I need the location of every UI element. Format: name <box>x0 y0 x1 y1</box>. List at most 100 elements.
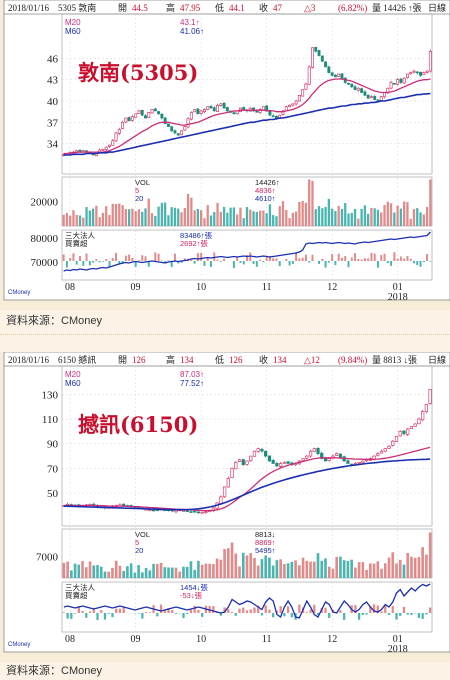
volume-bar <box>155 563 159 578</box>
volume-bar <box>69 215 72 226</box>
header-high: 47.95 <box>180 3 201 13</box>
net-buy-bar <box>324 607 327 613</box>
volume-legend-value: 8813↓ <box>255 530 275 539</box>
volume-bar <box>324 558 327 578</box>
net-buy-bar <box>66 613 69 619</box>
candle-body <box>360 88 364 93</box>
candle-body <box>212 107 216 112</box>
volume-bar <box>236 214 239 226</box>
volume-bar <box>200 564 204 578</box>
candle-body <box>317 50 321 56</box>
candle-body <box>279 463 283 467</box>
volume-bar <box>298 565 301 578</box>
volume-bar <box>361 561 365 578</box>
ma-legend-value: 41.06↑ <box>180 27 204 36</box>
net-buy-bar <box>380 611 383 613</box>
candle-body <box>340 73 344 79</box>
volume-bar <box>419 212 422 226</box>
volume-bar <box>335 556 339 578</box>
candle-body <box>256 448 260 452</box>
volume-bar <box>413 557 417 578</box>
volume-bar <box>239 207 242 226</box>
volume-bar <box>78 215 82 226</box>
candle-body <box>252 450 257 457</box>
x-tick-label: 11 <box>262 634 272 645</box>
candle-body <box>413 423 417 427</box>
volume-bar <box>395 563 398 578</box>
volume-bar <box>357 562 361 578</box>
cmoney-logo: CMoney <box>8 642 30 648</box>
candle-body <box>425 70 429 73</box>
institutional-holdings-line <box>63 583 431 619</box>
net-buy-bar <box>163 609 166 613</box>
net-buy-bar <box>327 261 330 263</box>
candle-body <box>222 102 226 109</box>
net-buy-bar <box>278 261 281 267</box>
candle-body <box>104 146 108 150</box>
candle-body <box>294 100 298 105</box>
net-buy-bar <box>118 608 122 613</box>
net-buy-bar <box>413 261 415 264</box>
net-buy-bar <box>75 261 78 265</box>
candle-body <box>117 129 121 134</box>
volume-bar <box>180 212 183 226</box>
candle-body <box>114 132 118 142</box>
net-buy-bar <box>147 261 150 267</box>
candle-body <box>189 511 193 513</box>
volume-bar <box>260 559 264 578</box>
candle-body <box>337 73 341 77</box>
volume-bar <box>412 209 416 226</box>
volume-bar <box>298 201 301 226</box>
net-buy-bar <box>238 608 241 613</box>
candle-body <box>376 453 380 456</box>
net-buy-bar <box>324 261 327 268</box>
institutional-pane-frame <box>61 581 433 633</box>
inst-legend-name: 買賣超 <box>65 590 88 600</box>
candle-body <box>421 411 425 421</box>
candle-body <box>140 109 144 116</box>
x-tick-label: 08 <box>65 634 75 645</box>
net-buy-bar <box>234 613 237 616</box>
volume-bar <box>144 208 147 226</box>
volume-bar <box>344 202 347 226</box>
candle-body <box>151 509 156 512</box>
header-date: 2018/01/16 <box>8 355 50 365</box>
volume-bar <box>301 557 305 578</box>
inst-legend-name: 買賣超 <box>65 238 88 248</box>
net-buy-bar <box>260 613 264 616</box>
header-high: 134 <box>180 355 194 365</box>
net-buy-bar <box>72 253 75 261</box>
net-buy-bar <box>141 255 144 261</box>
volume-bar <box>167 215 170 226</box>
net-buy-bar <box>101 261 104 262</box>
volume-bar <box>425 206 429 226</box>
volume-bar <box>173 207 177 226</box>
volume-bar <box>219 559 223 578</box>
volume-bar <box>389 203 393 226</box>
net-buy-bar <box>275 258 278 261</box>
header-stock: 5305 敦南 <box>58 2 96 13</box>
volume-bar <box>317 206 321 226</box>
net-buy-bar <box>88 611 92 613</box>
inst-legend-value: 83486↑張 <box>180 231 213 240</box>
volume-bar <box>150 213 154 226</box>
ma20-line <box>63 446 431 512</box>
net-buy-bar <box>354 605 357 613</box>
header-date: 2018/01/16 <box>8 3 50 13</box>
price-tick-label: 37 <box>47 117 59 129</box>
candle-body <box>308 450 313 457</box>
candle-body <box>369 96 373 99</box>
volume-bar <box>278 206 281 226</box>
candle-body <box>222 486 227 498</box>
volume-bar <box>253 557 256 578</box>
header-low: 44.1 <box>229 3 245 13</box>
candlestick-chart-5305: 2018/01/16 5305 敦南 開 44.5 高 47.95 低 44.1 收 47 △3 (6… <box>3 0 450 303</box>
candle-body <box>199 110 203 114</box>
net-buy-bar <box>85 613 88 618</box>
net-buy-bar <box>367 258 370 261</box>
candle-body <box>387 445 391 449</box>
net-buy-bar <box>328 613 331 618</box>
volume-bar <box>193 569 196 578</box>
inst-tick-label: 80000 <box>31 233 59 245</box>
inst-legend-name: 三大法人 <box>65 582 95 592</box>
